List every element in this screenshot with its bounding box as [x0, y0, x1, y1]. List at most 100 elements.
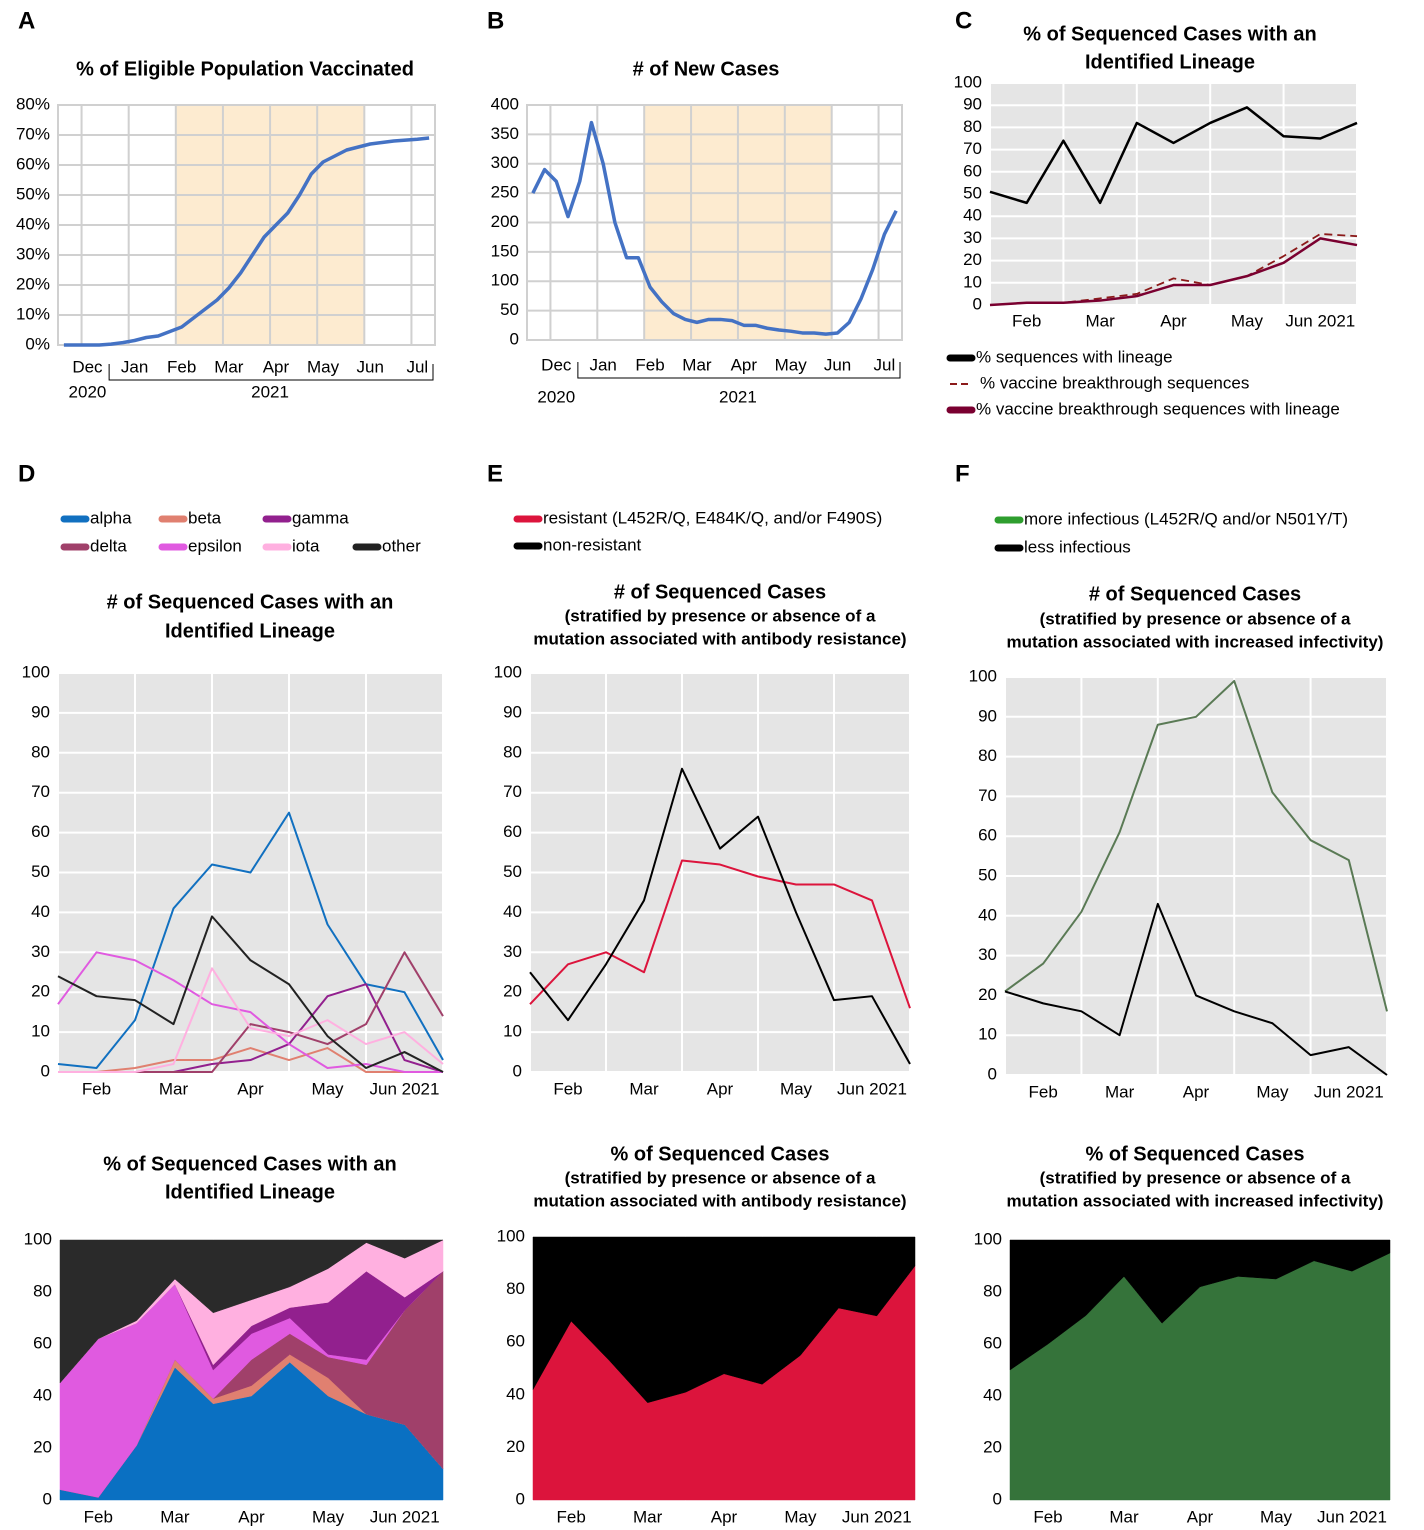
y-tick-label: 50%: [16, 184, 50, 203]
y-tick-label: 30: [503, 942, 522, 961]
y-tick-label: 0: [41, 1061, 50, 1080]
chart-title: % of Sequenced Cases: [1086, 1143, 1305, 1165]
y-tick-label: 10: [31, 1022, 50, 1041]
year-bracket: [108, 364, 434, 381]
x-year-label: 2020: [69, 382, 107, 401]
y-tick-label: 0: [513, 1061, 522, 1080]
x-tick-label: Apr: [731, 355, 758, 374]
y-tick-label: 40: [506, 1384, 525, 1403]
legend-label: gamma: [292, 508, 349, 527]
x-tick-label: Apr: [238, 1507, 265, 1526]
y-tick-label: 100: [954, 72, 982, 91]
series-line: [58, 1047, 443, 1073]
x-tick-label: Apr: [1160, 311, 1187, 330]
series-line: [989, 237, 1358, 307]
y-tick-label: 80: [978, 746, 997, 765]
y-tick-label: 40: [963, 206, 982, 225]
x-tick-label: May: [784, 1507, 817, 1526]
series-line: [989, 106, 1358, 205]
x-tick-label: May: [780, 1079, 813, 1098]
x-tick-label: Jan: [589, 355, 616, 374]
x-tick-label: Jun 2021: [1314, 1082, 1384, 1101]
chart-subtitle: (stratified by presence or absence of a: [565, 606, 876, 625]
legend-label: % vaccine breakthrough sequences: [980, 373, 1249, 392]
x-tick-label: Jun 2021: [842, 1507, 912, 1526]
x-tick-label: Apr: [707, 1079, 734, 1098]
x-tick-label: Jul: [874, 355, 896, 374]
y-tick-label: 50: [963, 183, 982, 202]
y-tick-label: 90: [963, 95, 982, 114]
y-tick-label: 70%: [16, 124, 50, 143]
area-segment: [532, 1236, 916, 1403]
y-tick-label: 100: [969, 666, 997, 685]
y-tick-label: 10: [963, 272, 982, 291]
y-tick-label: 40: [31, 902, 50, 921]
y-tick-label: 10: [503, 1022, 522, 1041]
y-tick-label: 90: [503, 702, 522, 721]
y-tick-label: 40: [983, 1385, 1002, 1404]
y-tick-label: 20: [31, 982, 50, 1001]
x-tick-label: Dec: [541, 355, 572, 374]
chart-title: % of Eligible Population Vaccinated: [76, 58, 414, 80]
x-tick-label: Mar: [214, 357, 244, 376]
series-line: [531, 120, 898, 336]
y-tick-label: 20: [503, 982, 522, 1001]
chart-title: Identified Lineage: [165, 1181, 335, 1203]
y-tick-label: 80: [506, 1279, 525, 1298]
series-line: [58, 967, 444, 1073]
y-tick-label: 0%: [25, 334, 50, 353]
chart-subtitle: mutation associated with increased infec…: [1007, 1191, 1384, 1210]
area-segment: [59, 1239, 444, 1384]
legend-label: epsilon: [188, 536, 242, 555]
y-tick-label: 60: [978, 826, 997, 845]
y-tick-label: 60: [33, 1333, 52, 1352]
x-tick-label: Jul: [406, 357, 428, 376]
x-tick-label: Jun 2021: [1317, 1507, 1387, 1526]
y-tick-label: 300: [491, 153, 519, 172]
chart-subtitle: (stratified by presence or absence of a: [1040, 609, 1351, 628]
y-tick-label: 80%: [16, 94, 50, 113]
x-tick-label: Feb: [1012, 311, 1041, 330]
x-year-label: 2020: [537, 387, 575, 406]
x-tick-label: Feb: [635, 355, 664, 374]
y-tick-label: 20: [506, 1437, 525, 1456]
y-tick-label: 60: [31, 822, 50, 841]
x-tick-label: Apr: [237, 1079, 264, 1098]
legend-label: more infectious (L452R/Q and/or N501Y/T): [1024, 509, 1348, 528]
y-tick-label: 0: [973, 294, 982, 313]
x-tick-label: May: [311, 1079, 344, 1098]
panel-label: A: [18, 7, 35, 34]
y-tick-label: 0: [516, 1489, 525, 1508]
y-tick-label: 90: [31, 702, 50, 721]
chart-title: # of Sequenced Cases: [614, 581, 826, 603]
chart-subtitle: mutation associated with antibody resist…: [533, 1191, 906, 1210]
x-tick-label: Apr: [1187, 1507, 1214, 1526]
y-tick-label: 60%: [16, 154, 50, 173]
chart-title: % of Sequenced Cases with an: [103, 1153, 396, 1175]
x-tick-label: Feb: [1033, 1507, 1062, 1526]
x-tick-label: Feb: [167, 357, 196, 376]
x-tick-label: Mar: [1085, 311, 1115, 330]
y-tick-label: 60: [503, 822, 522, 841]
x-tick-label: Feb: [82, 1079, 111, 1098]
legend-label: iota: [292, 536, 320, 555]
y-tick-label: 100: [497, 1226, 525, 1245]
y-tick-label: 30: [978, 945, 997, 964]
y-tick-label: 0: [510, 329, 519, 348]
x-tick-label: May: [1260, 1507, 1293, 1526]
legend-label: non-resistant: [543, 535, 642, 554]
panel-label: F: [955, 460, 970, 487]
legend-label: % vaccine breakthrough sequences with li…: [976, 399, 1340, 418]
legend-label: delta: [90, 536, 127, 555]
chart-title: Identified Lineage: [165, 620, 335, 642]
x-tick-label: Mar: [633, 1507, 663, 1526]
y-tick-label: 70: [31, 782, 50, 801]
x-tick-label: May: [1231, 311, 1264, 330]
chart-subtitle: mutation associated with increased infec…: [1007, 632, 1384, 651]
area-segment: [1009, 1239, 1391, 1371]
x-tick-label: May: [312, 1507, 345, 1526]
y-tick-label: 40: [978, 905, 997, 924]
legend-label: resistant (L452R/Q, E484K/Q, and/or F490…: [543, 508, 882, 527]
legend-label: alpha: [90, 508, 132, 527]
x-tick-label: Apr: [1183, 1082, 1210, 1101]
